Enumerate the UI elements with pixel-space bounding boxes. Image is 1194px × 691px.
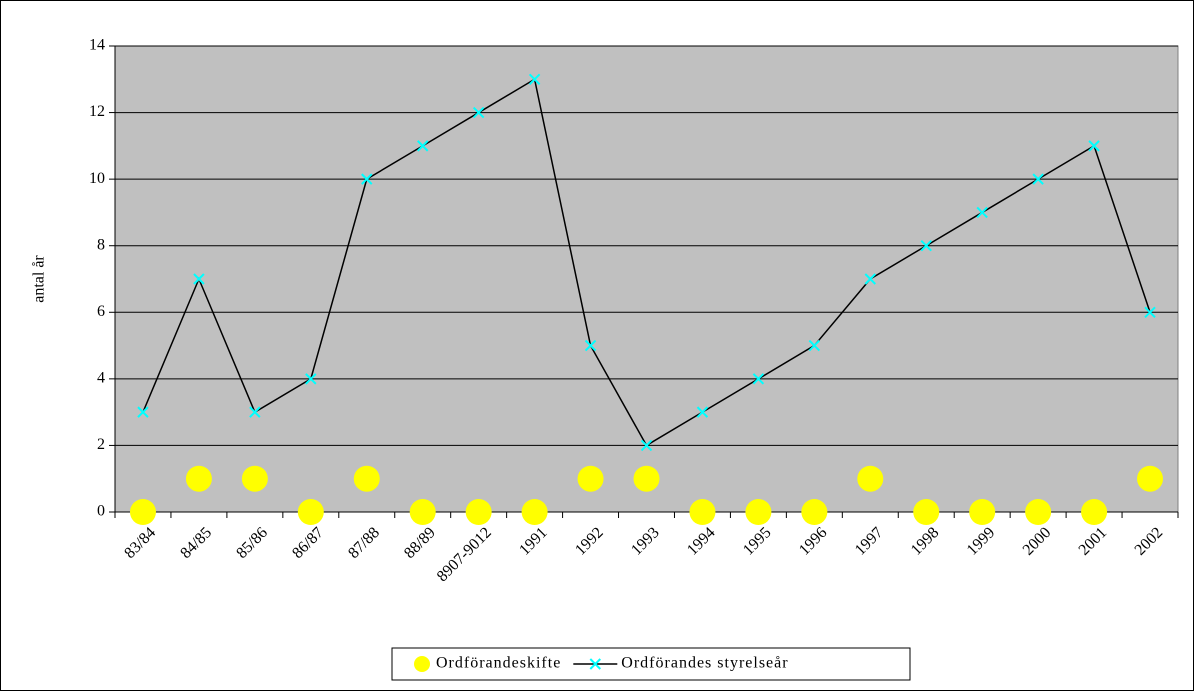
y-tick-label: 14 [89, 37, 105, 54]
dot-marker [577, 465, 604, 492]
dot-marker [801, 499, 828, 525]
x-marker [1144, 306, 1156, 318]
x-marker [1032, 173, 1044, 185]
x-marker-stroke [528, 73, 541, 85]
dot-marker [689, 499, 716, 525]
x-marker [249, 406, 261, 418]
x-marker [696, 406, 709, 418]
x-marker-stroke [1032, 173, 1044, 185]
dot-marker [297, 499, 324, 525]
x-marker-stroke [1088, 140, 1100, 152]
x-marker [305, 373, 317, 385]
x-marker-stroke [1144, 306, 1156, 318]
y-tick-label: 10 [89, 170, 105, 187]
x-marker-stroke [920, 240, 932, 252]
dot-marker [857, 465, 884, 492]
x-marker-stroke [417, 140, 429, 152]
x-marker-stroke [305, 373, 317, 385]
x-marker [808, 339, 821, 352]
dot-marker [633, 465, 660, 492]
legend-frame [391, 647, 911, 681]
dot-marker [1081, 499, 1108, 525]
x-marker [472, 106, 485, 119]
dot-marker [1025, 499, 1052, 525]
x-marker [976, 206, 988, 219]
dot-marker [913, 499, 940, 525]
dot-marker [745, 499, 772, 525]
x-marker-stroke [137, 406, 149, 418]
x-marker [193, 273, 205, 285]
x-marker [589, 658, 602, 670]
legend-label: Ordförandeskifte [436, 655, 561, 672]
y-tick-label: 6 [97, 303, 105, 320]
x-marker [584, 339, 597, 352]
x-marker-stroke [864, 273, 876, 285]
x-marker [137, 406, 149, 418]
dot-marker [969, 499, 996, 525]
x-marker-stroke [193, 273, 205, 285]
y-axis-label: antal år [31, 255, 48, 303]
dot-marker [185, 465, 212, 492]
dot-marker [241, 465, 268, 492]
y-tick-label: 2 [97, 436, 105, 453]
x-marker-stroke [752, 373, 765, 385]
legend-dot [414, 656, 430, 672]
legend-label: Ordförandes styrelseår [621, 655, 788, 672]
x-marker [417, 140, 429, 152]
dot-marker [353, 465, 380, 492]
y-tick-label: 4 [97, 370, 105, 387]
x-marker [640, 439, 653, 452]
dot-marker [129, 499, 156, 525]
x-marker [528, 73, 541, 85]
x-marker-stroke [584, 339, 597, 352]
x-marker-stroke [361, 173, 373, 185]
x-marker [1088, 140, 1100, 152]
plot-area [114, 45, 1179, 513]
dot-marker [521, 499, 548, 525]
x-marker [864, 273, 876, 285]
y-tick-label: 0 [97, 503, 105, 520]
y-tick-label: 8 [97, 236, 105, 253]
x-marker-stroke [808, 339, 821, 352]
x-marker [752, 373, 765, 385]
dot-marker [1137, 465, 1164, 492]
dot-marker [465, 499, 492, 525]
x-marker [920, 240, 932, 252]
x-marker-stroke [472, 106, 485, 119]
dot-marker [409, 499, 436, 525]
x-marker-stroke [249, 406, 261, 418]
legend: Ordförandeskifte Ordförandes styrelseår [391, 647, 911, 681]
x-marker-stroke [640, 439, 653, 452]
x-marker-stroke [589, 658, 602, 670]
x-marker [361, 173, 373, 185]
x-marker-stroke [976, 206, 988, 219]
y-tick-label: 12 [89, 103, 105, 120]
x-marker-stroke [696, 406, 709, 418]
